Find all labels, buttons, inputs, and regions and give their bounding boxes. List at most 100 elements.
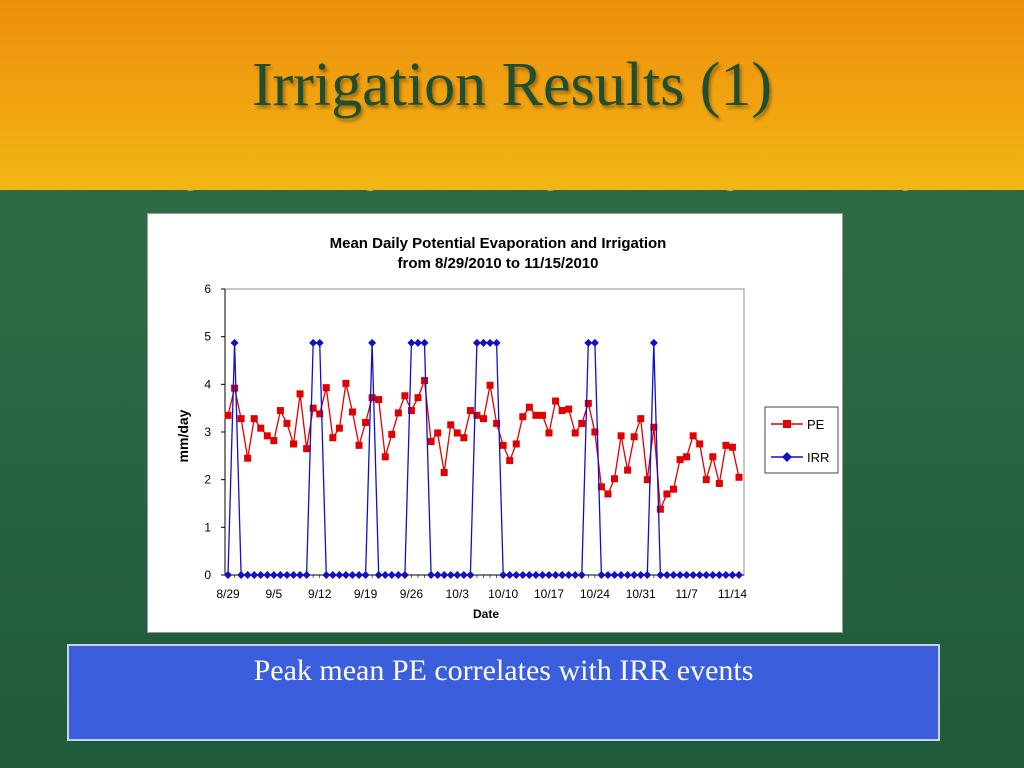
y-tick-label: 6 [204, 282, 211, 296]
irr-point [577, 571, 586, 579]
irr-point [256, 571, 265, 579]
pe-point [375, 396, 383, 404]
y-axis-label: mm/day [175, 409, 191, 462]
irr-point [282, 571, 291, 579]
pe-point [283, 419, 291, 427]
irr-point [571, 571, 580, 579]
x-tick-label: 11/14 [718, 587, 747, 601]
pe-point [683, 453, 691, 461]
irr-point [413, 338, 422, 347]
irr-point [427, 571, 436, 579]
irr-point [394, 571, 403, 579]
pe-point [643, 476, 651, 484]
slide-title: Irrigation Results (1) [251, 51, 772, 119]
x-tick-label: 9/19 [354, 587, 378, 601]
irr-point [440, 571, 449, 579]
y-axis: 0 1 2 3 4 5 6 [204, 282, 226, 582]
irr-point [708, 571, 717, 579]
irr-point [374, 571, 383, 579]
plot-area [224, 288, 745, 576]
irr-point [662, 571, 671, 579]
legend-irr-label: IRR [807, 450, 829, 465]
pe-point [322, 384, 330, 392]
pe-point [486, 381, 494, 389]
pe-point [270, 437, 278, 445]
pe-point [244, 454, 252, 462]
irr-point [407, 338, 416, 347]
x-tick-label: 11/7 [675, 587, 698, 601]
irr-point [459, 571, 468, 579]
pe-point [597, 483, 605, 491]
pe-point [401, 392, 409, 400]
chart-subtitle: from 8/29/2010 to 11/15/2010 [398, 255, 599, 272]
legend-box [764, 406, 839, 474]
irr-point [237, 571, 246, 579]
pe-point [696, 440, 704, 448]
pe-point [421, 377, 429, 385]
pe-point [290, 440, 298, 448]
irr-point [269, 571, 278, 579]
pe-point [650, 423, 658, 431]
irr-point [735, 571, 743, 579]
pe-point [296, 390, 304, 398]
irr-point [558, 571, 567, 579]
irr-point [263, 571, 272, 579]
irr-point [387, 571, 396, 579]
pe-point [624, 466, 632, 474]
y-tick-label: 0 [204, 568, 211, 582]
pe-point [545, 429, 553, 437]
pe-point [231, 384, 239, 392]
pe-point [394, 409, 402, 417]
pe-point [434, 429, 442, 437]
pe-point [669, 485, 677, 493]
irr-point [328, 571, 337, 579]
irr-point [597, 571, 606, 579]
irr-point [538, 571, 547, 579]
pe-point [604, 490, 612, 498]
pe-point [480, 415, 487, 423]
pe-point [532, 411, 540, 419]
irr-point [368, 338, 377, 347]
pe-point [224, 411, 232, 419]
pe-point [565, 405, 573, 413]
irr-point [446, 571, 455, 579]
x-tick-label: 10/31 [626, 587, 656, 601]
irr-point [721, 571, 730, 579]
legend: PE IRR [764, 406, 839, 474]
irr-point [302, 571, 311, 579]
irr-point [243, 571, 252, 579]
irr-point [656, 571, 665, 579]
x-tick-label: 9/12 [308, 587, 332, 601]
legend-pe-label: PE [807, 417, 825, 432]
irr-point [617, 571, 626, 579]
pe-point [368, 394, 376, 402]
y-tick-label: 2 [204, 473, 211, 487]
pe-point [427, 438, 435, 446]
pe-point [329, 434, 337, 442]
pe-point [663, 490, 671, 498]
y-tick-label: 4 [204, 377, 211, 391]
pe-point [571, 429, 579, 437]
pe-point [381, 453, 389, 461]
legend-pe-marker [783, 420, 791, 428]
pe-point [702, 476, 710, 484]
x-tick-label: 10/24 [580, 587, 610, 601]
x-tick-label: 8/29 [216, 587, 240, 601]
pe-point [303, 445, 311, 453]
irr-point [361, 571, 370, 579]
pe-point [584, 399, 592, 407]
irr-point [531, 571, 540, 579]
banner-torn-edge [0, 176, 1024, 191]
series-pe [224, 377, 743, 513]
irr-point [400, 571, 409, 579]
series-layer [224, 338, 743, 579]
pe-point [263, 432, 271, 440]
pe-point [630, 433, 638, 441]
x-axis-label: Date [473, 607, 499, 621]
irr-point [695, 571, 704, 579]
irr-point [623, 571, 632, 579]
pe-point [512, 440, 520, 448]
pe-point [525, 403, 533, 411]
pe-point [558, 407, 566, 415]
x-tick-label: 9/5 [266, 587, 283, 601]
